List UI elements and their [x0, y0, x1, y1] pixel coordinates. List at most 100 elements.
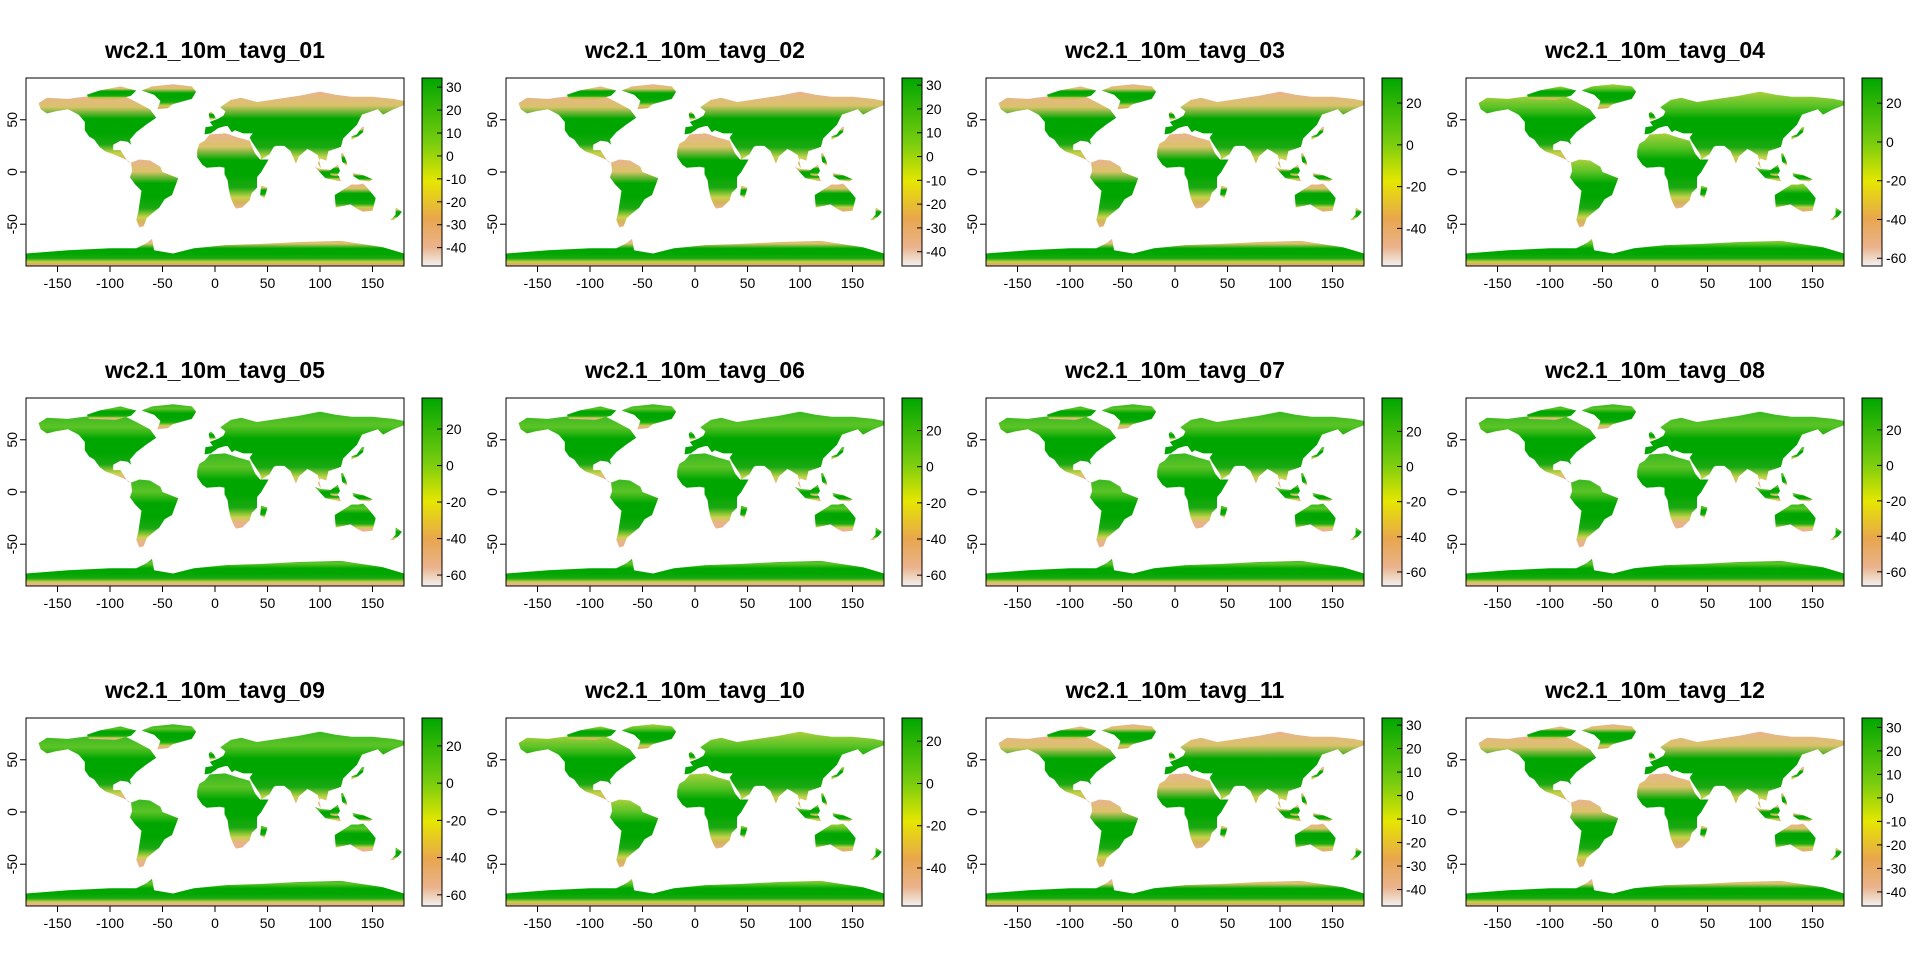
color-legend-bar: [1381, 397, 1403, 587]
x-tick-label: -100: [96, 915, 124, 931]
antarctica-shape: [506, 558, 884, 586]
y-tick-label: 0: [4, 168, 20, 176]
x-tick-label: 0: [1651, 595, 1659, 611]
x-tick-label: -100: [1056, 275, 1084, 291]
new-guinea-shape: [832, 173, 853, 182]
map-panel: wc2.1_10m_tavg_08 -150 -100 -50 0 50 100 150 50 0…: [1440, 320, 1920, 640]
x-tick-label: 0: [691, 915, 699, 931]
x-tick-label: 150: [841, 275, 865, 291]
japan-shape: [351, 447, 365, 460]
color-legend-bar: [901, 717, 923, 907]
x-tick-label: 100: [1748, 595, 1772, 611]
color-legend-bar: [421, 397, 443, 587]
color-legend-bar: [1381, 717, 1403, 907]
legend-tick-label: -20: [1406, 179, 1426, 195]
new-zealand-shape: [870, 847, 882, 860]
x-tick-label: 150: [361, 275, 385, 291]
madagascar-shape: [740, 825, 748, 839]
new-zealand-shape: [1350, 207, 1362, 220]
legend-tick-label: 0: [446, 148, 454, 164]
legend-tick-label: 20: [1406, 741, 1422, 757]
africa-shape: [1637, 453, 1709, 529]
x-tick-label: -100: [1056, 595, 1084, 611]
africa-shape: [1157, 453, 1229, 529]
legend-tick-label: -40: [1406, 882, 1426, 898]
new-guinea-shape: [1792, 813, 1813, 822]
new-zealand-shape: [390, 527, 402, 540]
map-panel-svg: wc2.1_10m_tavg_10 -150 -100 -50 0 50 100 150 50 0…: [484, 677, 946, 931]
japan-shape: [1311, 127, 1325, 140]
legend-tick-label: -40: [926, 244, 946, 260]
indonesia-shape: [314, 486, 341, 502]
antarctica-shape: [506, 878, 884, 906]
x-tick-label: 150: [361, 915, 385, 931]
borneo-shape: [1769, 164, 1780, 177]
legend-tick-label: -20: [446, 194, 466, 210]
legend-tick-label: -30: [446, 217, 466, 233]
legend-tick-label: -20: [926, 818, 946, 834]
south-america-shape: [129, 799, 179, 868]
y-tick-label: -50: [1444, 534, 1460, 554]
indonesia-shape: [794, 806, 821, 822]
color-legend-bar: [1861, 397, 1883, 587]
australia-shape: [814, 503, 856, 532]
legend-tick-label: 0: [1406, 137, 1414, 153]
legend-tick-label: 10: [1406, 764, 1422, 780]
north-america-shape: [1478, 414, 1597, 484]
y-tick-label: -50: [484, 854, 500, 874]
x-tick-label: 100: [788, 595, 812, 611]
legend-tick-label: -60: [1406, 564, 1426, 580]
antarctica-shape: [506, 238, 884, 266]
x-tick-label: 50: [1700, 595, 1716, 611]
japan-shape: [831, 447, 845, 460]
australia-shape: [1294, 183, 1336, 212]
new-guinea-shape: [832, 813, 853, 822]
eurasia-shape: [684, 411, 884, 489]
panel-title: wc2.1_10m_tavg_04: [1544, 37, 1765, 63]
x-tick-label: 150: [841, 595, 865, 611]
antarctica-shape: [1466, 878, 1844, 906]
map-panel-svg: wc2.1_10m_tavg_05 -150 -100 -50 0 50 100 150 50 0…: [4, 357, 466, 611]
y-tick-label: 0: [4, 488, 20, 496]
south-america-shape: [1089, 799, 1139, 868]
uk-shape: [1168, 751, 1176, 760]
y-tick-label: -50: [4, 534, 20, 554]
land-raster: [506, 404, 884, 586]
greenland-shape: [141, 404, 197, 430]
arctic-islands-shape: [566, 406, 617, 420]
legend-tick-label: -40: [1886, 528, 1906, 544]
x-tick-label: -100: [1056, 915, 1084, 931]
legend-tick-label: -40: [1406, 529, 1426, 545]
land-raster: [986, 84, 1364, 266]
indonesia-shape: [794, 166, 821, 182]
y-tick-label: 50: [4, 432, 20, 448]
map-panel: wc2.1_10m_tavg_01 -150 -100 -50 0 50 100 150 50 0…: [0, 0, 480, 320]
x-tick-label: -100: [576, 275, 604, 291]
borneo-shape: [1289, 164, 1300, 177]
y-tick-label: -50: [964, 214, 980, 234]
legend-tick-label: -40: [1886, 211, 1906, 227]
x-tick-label: 100: [1268, 275, 1292, 291]
south-america-shape: [609, 799, 659, 868]
map-panel-svg: wc2.1_10m_tavg_04 -150 -100 -50 0 50 100 150 50 0…: [1444, 37, 1906, 291]
eurasia-shape: [204, 731, 404, 809]
arctic-islands-shape: [86, 86, 137, 100]
panel-title: wc2.1_10m_tavg_10: [584, 677, 805, 703]
uk-shape: [1648, 431, 1656, 440]
eurasia-shape: [204, 91, 404, 169]
map-panel-svg: wc2.1_10m_tavg_06 -150 -100 -50 0 50 100 150 50 0…: [484, 357, 946, 611]
philippines-shape: [341, 793, 348, 806]
legend-tick-label: 0: [926, 775, 934, 791]
legend-tick-label: 0: [446, 775, 454, 791]
uk-shape: [208, 751, 216, 760]
new-guinea-shape: [352, 813, 373, 822]
x-tick-label: -50: [1112, 275, 1132, 291]
y-tick-label: 50: [4, 112, 20, 128]
x-tick-label: 50: [1700, 915, 1716, 931]
y-tick-label: 0: [964, 168, 980, 176]
north-america-shape: [38, 414, 157, 484]
eurasia-shape: [1644, 411, 1844, 489]
africa-shape: [1157, 773, 1229, 849]
greenland-shape: [1581, 404, 1637, 430]
land-raster: [26, 84, 404, 266]
